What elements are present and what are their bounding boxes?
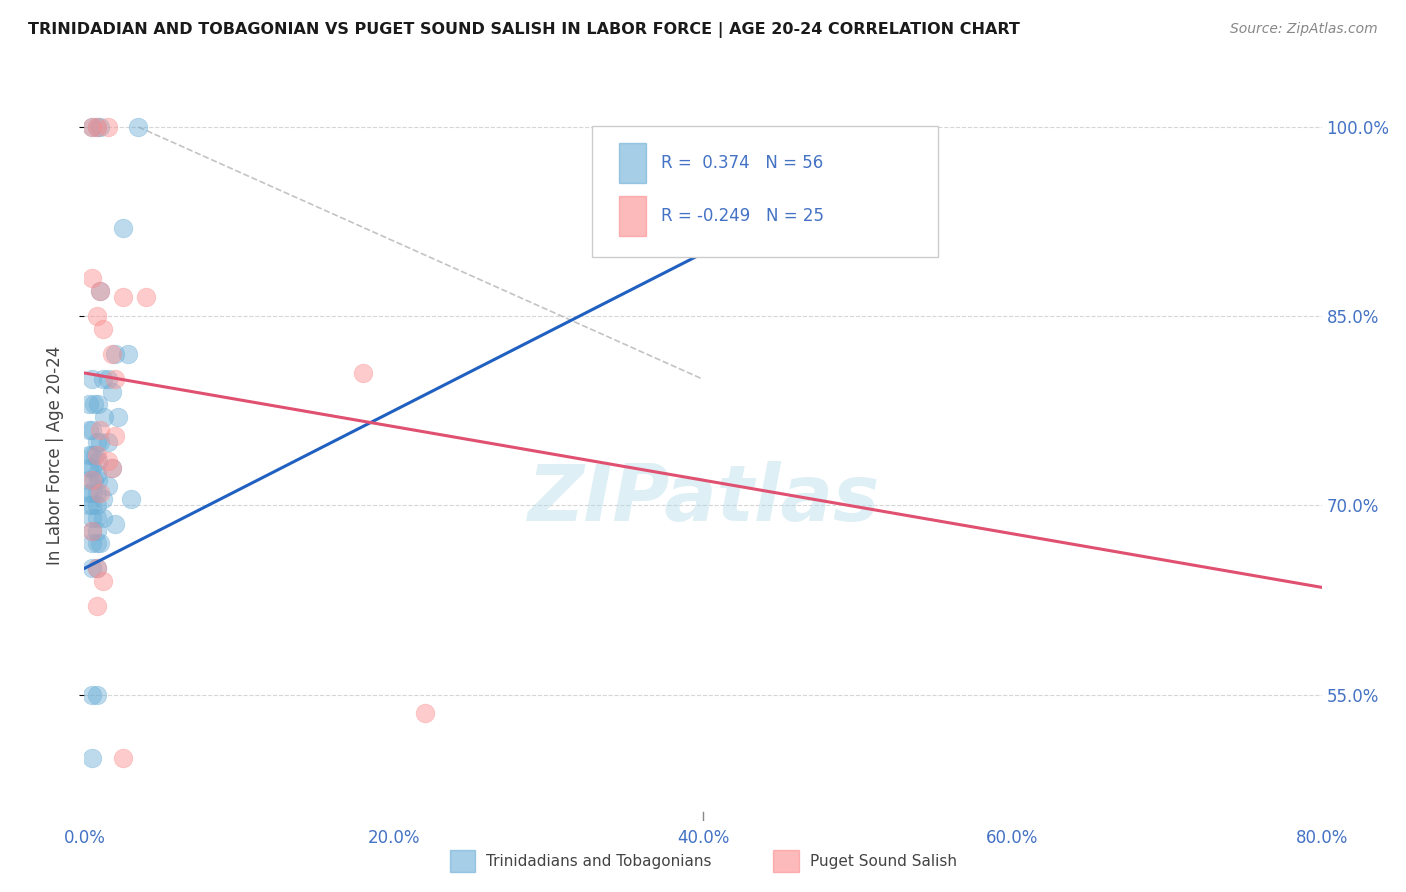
Text: ZIPatlas: ZIPatlas xyxy=(527,461,879,537)
Point xyxy=(86,435,108,450)
Point xyxy=(77,448,100,462)
Point xyxy=(86,467,108,481)
Point xyxy=(77,473,100,487)
Point xyxy=(104,372,127,386)
Point xyxy=(82,688,104,702)
Point xyxy=(82,271,104,285)
Point xyxy=(89,284,111,298)
Text: Puget Sound Salish: Puget Sound Salish xyxy=(810,854,957,869)
Point xyxy=(82,372,104,386)
Text: TRINIDADIAN AND TOBAGONIAN VS PUGET SOUND SALISH IN LABOR FORCE | AGE 20-24 CORR: TRINIDADIAN AND TOBAGONIAN VS PUGET SOUN… xyxy=(28,22,1019,38)
Point xyxy=(86,511,108,525)
Point xyxy=(86,448,108,462)
Point xyxy=(86,688,108,702)
Point xyxy=(89,120,111,134)
Point xyxy=(86,120,108,134)
Point xyxy=(82,120,104,134)
Point xyxy=(77,397,100,411)
Point xyxy=(112,750,135,764)
Point xyxy=(77,499,100,513)
Point xyxy=(82,448,104,462)
Point xyxy=(93,410,115,425)
Point xyxy=(128,120,150,134)
Point xyxy=(86,485,108,500)
Point xyxy=(104,517,127,532)
Point xyxy=(91,322,114,336)
Point xyxy=(77,460,100,475)
Text: R =  0.374   N = 56: R = 0.374 N = 56 xyxy=(661,154,823,172)
Point xyxy=(89,485,111,500)
Point xyxy=(112,290,135,304)
Point xyxy=(413,706,436,721)
Point xyxy=(83,397,105,411)
Point xyxy=(82,485,104,500)
Point xyxy=(89,284,111,298)
Point xyxy=(104,347,127,361)
Point xyxy=(101,384,124,399)
Point xyxy=(91,511,114,525)
Point xyxy=(86,120,108,134)
Point xyxy=(97,479,120,493)
Text: Source: ZipAtlas.com: Source: ZipAtlas.com xyxy=(1230,22,1378,37)
Point xyxy=(112,221,135,235)
Point xyxy=(82,423,104,437)
Point xyxy=(82,499,104,513)
Point xyxy=(97,372,120,386)
Point xyxy=(91,491,114,506)
Point xyxy=(82,120,104,134)
Point xyxy=(83,473,105,487)
Point xyxy=(101,347,124,361)
Point xyxy=(101,460,124,475)
Point xyxy=(82,561,104,575)
Text: R = -0.249   N = 25: R = -0.249 N = 25 xyxy=(661,207,824,225)
Y-axis label: In Labor Force | Age 20-24: In Labor Force | Age 20-24 xyxy=(45,345,63,565)
Point xyxy=(84,448,107,462)
Point xyxy=(97,454,120,468)
Point xyxy=(86,561,108,575)
Text: Trinidadians and Tobagonians: Trinidadians and Tobagonians xyxy=(486,854,711,869)
Point xyxy=(87,397,110,411)
Point xyxy=(101,460,124,475)
Point xyxy=(97,435,120,450)
Point xyxy=(87,454,110,468)
Point xyxy=(86,599,108,614)
Bar xyxy=(619,144,647,184)
Point xyxy=(97,120,120,134)
Point xyxy=(86,536,108,550)
Point xyxy=(89,536,111,550)
Point xyxy=(77,485,100,500)
Point xyxy=(352,366,374,380)
FancyBboxPatch shape xyxy=(592,126,938,258)
Point xyxy=(82,536,104,550)
Point xyxy=(86,561,108,575)
Point xyxy=(120,491,142,506)
Point xyxy=(82,511,104,525)
Point xyxy=(107,410,129,425)
Point xyxy=(82,524,104,538)
Point xyxy=(77,423,100,437)
Point xyxy=(82,460,104,475)
Point xyxy=(89,435,111,450)
Point xyxy=(82,473,104,487)
Point xyxy=(87,473,110,487)
Point xyxy=(86,524,108,538)
Point xyxy=(135,290,157,304)
Point xyxy=(86,499,108,513)
Point xyxy=(91,372,114,386)
Bar xyxy=(619,196,647,236)
Point xyxy=(89,423,111,437)
Point xyxy=(117,347,139,361)
Point xyxy=(82,524,104,538)
Point xyxy=(82,750,104,764)
Point xyxy=(104,429,127,443)
Point xyxy=(86,309,108,323)
Point xyxy=(91,574,114,588)
